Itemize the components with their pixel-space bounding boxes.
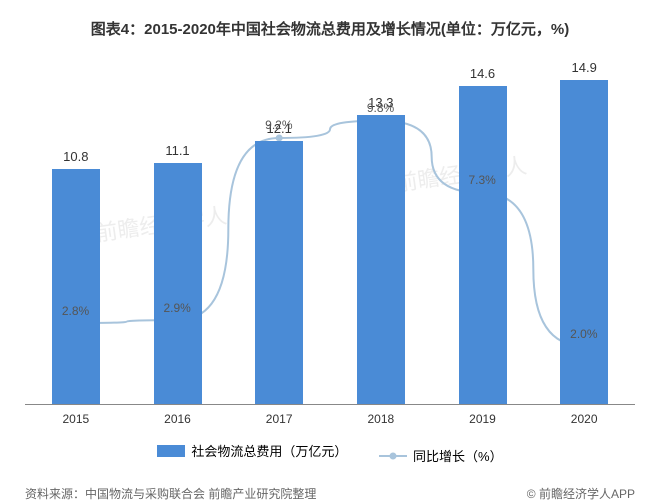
legend-line-swatch — [379, 455, 407, 457]
x-axis-label: 2017 — [255, 412, 303, 426]
legend-line: 同比增长（%） — [379, 446, 503, 465]
x-axis-label: 2020 — [560, 412, 608, 426]
line-value-label: 2.0% — [570, 327, 597, 341]
chart-container: 图表4：2015-2020年中国社会物流总费用及增长情况(单位：万亿元，%) 前… — [0, 0, 660, 500]
bar-group: 10.8 — [52, 169, 100, 404]
bar — [154, 163, 202, 404]
bar-value-label: 11.1 — [154, 143, 202, 158]
x-axis-label: 2015 — [52, 412, 100, 426]
line-value-label: 7.3% — [469, 173, 496, 187]
bar-group: 12.1 — [255, 141, 303, 404]
legend-bar-swatch — [157, 445, 185, 457]
x-axis-label: 2018 — [357, 412, 405, 426]
line-value-label: 9.2% — [265, 118, 292, 132]
line-overlay — [25, 57, 635, 404]
growth-line — [76, 121, 584, 347]
legend-line-label: 同比增长（%） — [413, 446, 503, 465]
footer: 资料来源：中国物流与采购联合会 前瞻产业研究院整理 © 前瞻经济学人APP — [25, 485, 635, 502]
legend-bar-label: 社会物流总费用（万亿元） — [191, 441, 347, 460]
bar-group: 13.3 — [357, 115, 405, 404]
bar — [459, 86, 507, 404]
plot-area: 前瞻经济学人 前瞻经济学人 10.8201511.1201612.1201713… — [25, 57, 635, 405]
chart-title: 图表4：2015-2020年中国社会物流总费用及增长情况(单位：万亿元，%) — [25, 18, 635, 39]
legend-bar: 社会物流总费用（万亿元） — [157, 441, 347, 460]
x-axis-label: 2016 — [154, 412, 202, 426]
bar — [255, 141, 303, 404]
bar-group: 14.9 — [560, 80, 608, 404]
bar — [560, 80, 608, 404]
legend: 社会物流总费用（万亿元） 同比增长（%） — [25, 441, 635, 465]
line-value-label: 2.8% — [62, 304, 89, 318]
source-label: 资料来源：中国物流与采购联合会 前瞻产业研究院整理 — [25, 485, 316, 502]
bar-value-label: 14.9 — [560, 60, 608, 75]
bar-group: 11.1 — [154, 163, 202, 404]
bar-value-label: 14.6 — [459, 66, 507, 81]
app-label: © 前瞻经济学人APP — [527, 485, 635, 502]
line-value-label: 2.9% — [164, 301, 191, 315]
bar — [52, 169, 100, 404]
bar — [357, 115, 405, 404]
line-value-label: 9.8% — [367, 101, 394, 115]
bar-group: 14.6 — [459, 86, 507, 404]
bar-value-label: 10.8 — [52, 149, 100, 164]
x-axis-label: 2019 — [459, 412, 507, 426]
app-label-text: 前瞻经济学人APP — [539, 487, 635, 501]
